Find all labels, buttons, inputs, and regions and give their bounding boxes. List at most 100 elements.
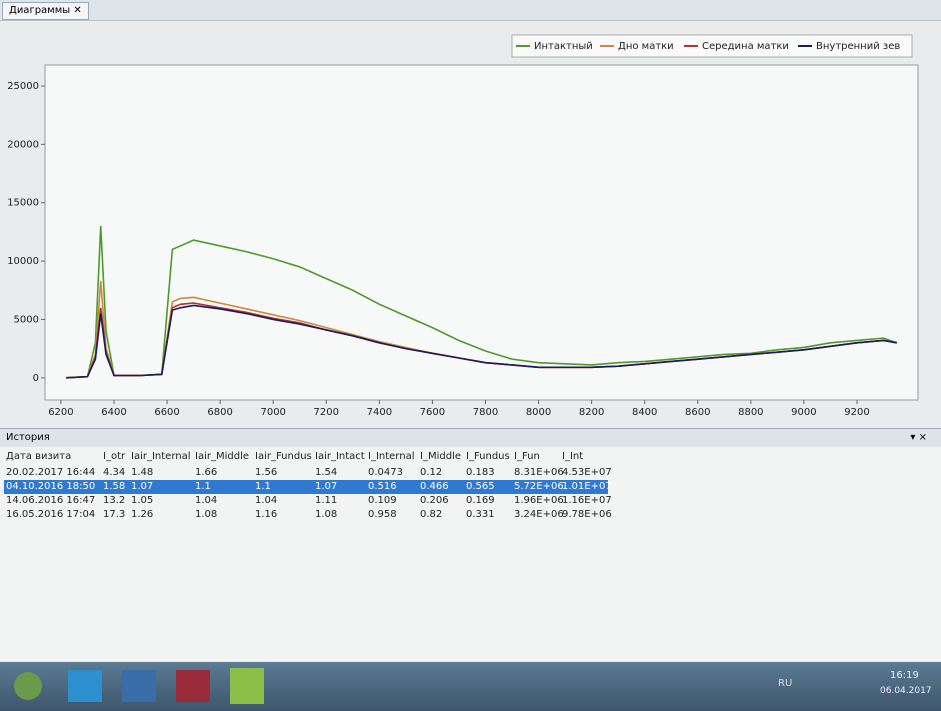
y-tick-label: 25000 [7, 81, 39, 92]
taskbar: RU 16:19 06.04.2017 [0, 662, 941, 711]
y-tick-label: 0 [33, 373, 39, 384]
y-tick-label: 10000 [7, 256, 39, 267]
tab[interactable]: Диаграммы ✕ [2, 2, 89, 20]
table-cell[interactable]: 1.07 [315, 481, 338, 492]
legend-label: Интактный [534, 41, 593, 52]
table-cell[interactable]: 1.05 [131, 495, 154, 506]
panel-header: История ▾ ⨯ [0, 429, 941, 447]
y-tick-label: 20000 [7, 139, 39, 150]
x-tick-label: 6400 [101, 407, 126, 418]
x-tick-label: 9000 [791, 407, 816, 418]
table-cell[interactable]: 1.58 [103, 481, 126, 492]
column-header: I_Fundus [466, 451, 510, 462]
x-tick-label: 7600 [420, 407, 445, 418]
table-cell[interactable]: 1.08 [195, 509, 218, 520]
clock-time[interactable]: 16:19 [890, 670, 919, 681]
table-cell[interactable]: 1.11 [315, 495, 338, 506]
table-cell[interactable]: 0.0473 [368, 467, 403, 478]
column-header: Дата визита [6, 451, 72, 462]
tab-title: Диаграммы [9, 5, 71, 16]
table-cell[interactable]: 1.16 [255, 509, 278, 520]
table-cell[interactable]: 20.02.2017 16:44 [6, 467, 96, 478]
column-header: Iair_Intact [315, 451, 365, 462]
table-cell[interactable]: 4.34 [103, 467, 126, 478]
x-tick-label: 6200 [48, 407, 73, 418]
x-tick-label: 8200 [579, 407, 604, 418]
app-icon[interactable] [176, 670, 210, 702]
table-cell[interactable]: 1.1 [255, 481, 271, 492]
y-tick-label: 15000 [7, 198, 39, 209]
x-tick-label: 8600 [685, 407, 710, 418]
table-cell[interactable]: 8.31E+06 [514, 467, 564, 478]
column-header: Iair_Internal [131, 451, 191, 462]
x-tick-label: 8400 [632, 407, 657, 418]
app-icon[interactable] [122, 670, 156, 702]
table-cell[interactable]: 1.26 [131, 509, 154, 520]
table-cell[interactable]: 13.2 [103, 495, 126, 506]
table-cell[interactable]: 0.466 [420, 481, 449, 492]
panel-controls[interactable]: ▾ ⨯ [910, 432, 927, 443]
x-tick-label: 7800 [473, 407, 498, 418]
table-cell[interactable]: 1.04 [195, 495, 218, 506]
selected-row[interactable] [4, 480, 608, 494]
x-tick-label: 7400 [367, 407, 392, 418]
table-cell[interactable]: 1.56 [255, 467, 278, 478]
start-button[interactable] [14, 672, 42, 700]
tab-close[interactable]: ✕ [73, 5, 82, 16]
clock-date[interactable]: 06.04.2017 [880, 686, 932, 696]
app-icon[interactable] [230, 668, 264, 704]
table-cell[interactable]: 1.04 [255, 495, 278, 506]
table-cell[interactable]: 1.01E+07 [562, 481, 612, 492]
table-cell[interactable]: 16.05.2016 17:04 [6, 509, 96, 520]
panel-title: История [6, 432, 50, 443]
table-cell[interactable]: 17.3 [103, 509, 126, 520]
table-cell[interactable]: 1.1 [195, 481, 211, 492]
table-cell[interactable]: 1.66 [195, 467, 218, 478]
table-cell[interactable]: 4.53E+07 [562, 467, 612, 478]
table-cell[interactable]: 0.183 [466, 467, 495, 478]
table-cell[interactable]: 1.54 [315, 467, 338, 478]
x-tick-label: 7000 [260, 407, 285, 418]
x-tick-label: 6600 [154, 407, 179, 418]
legend-label: Середина матки [702, 41, 789, 52]
table-cell[interactable]: 0.958 [368, 509, 397, 520]
legend-label: Внутренний зев [816, 41, 900, 52]
language[interactable]: RU [778, 678, 793, 689]
table-cell[interactable]: 14.06.2016 16:47 [6, 495, 96, 506]
table-cell[interactable]: 0.12 [420, 467, 443, 478]
table-cell[interactable]: 0.169 [466, 495, 495, 506]
table-cell[interactable]: 0.206 [420, 495, 449, 506]
tab-strip: Диаграммы ✕ [0, 0, 941, 21]
legend-label: Дно матки [618, 41, 674, 52]
table-cell[interactable]: 1.08 [315, 509, 338, 520]
column-header: I_otr [103, 451, 126, 462]
table-cell[interactable]: 0.82 [420, 509, 443, 520]
app-icon[interactable] [68, 670, 102, 702]
table-cell[interactable]: 1.07 [131, 481, 154, 492]
column-header: Iair_Fundus [255, 451, 312, 462]
table-cell[interactable]: 1.48 [131, 467, 154, 478]
series-line [66, 304, 897, 379]
x-tick-label: 8000 [526, 407, 551, 418]
column-header: I_Int [562, 451, 584, 462]
legend-box [511, 34, 913, 58]
table-cell[interactable]: 0.331 [466, 509, 495, 520]
table-cell[interactable]: 0.516 [368, 481, 397, 492]
table-cell[interactable]: 1.16E+07 [562, 495, 612, 506]
x-tick-label: 8800 [738, 407, 763, 418]
table-cell[interactable]: 5.72E+06 [514, 481, 564, 492]
column-header: I_Internal [368, 451, 415, 462]
x-tick-label: 6800 [207, 407, 232, 418]
table-cell[interactable]: 04.10.2016 18:50 [6, 481, 96, 492]
chart: 0 5000 10000 15000 20000 25000 6200 6400 6600 680… [7, 34, 919, 418]
column-header: Iair_Middle [195, 451, 249, 462]
column-header: I_Middle [420, 451, 461, 462]
table-cell[interactable]: 9.78E+06 [562, 509, 612, 520]
table-cell[interactable]: 0.565 [466, 481, 495, 492]
table-cell[interactable]: 0.109 [368, 495, 397, 506]
table-cell[interactable]: 3.24E+06 [514, 509, 564, 520]
history-panel: История ▾ ⨯ Дата визита I_otr Iair_Interna… [0, 428, 941, 661]
table-cell[interactable]: 1.96E+06 [514, 495, 564, 506]
history-table: Дата визита I_otr Iair_Internal Iair_Middle… [0, 449, 941, 649]
